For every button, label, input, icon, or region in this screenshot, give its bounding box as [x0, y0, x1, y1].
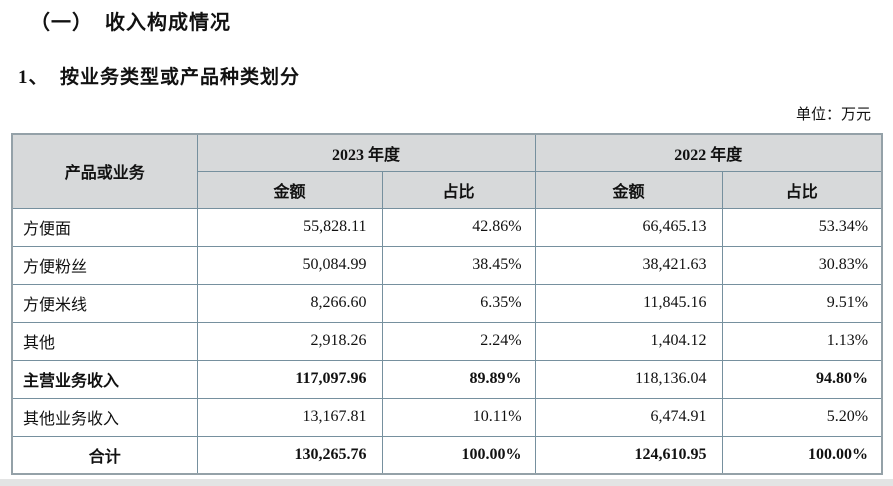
row-label: 主营业务收入 [11, 359, 198, 399]
table-row: 方便面 55,828.11 42.86% 66,465.13 53.34% [11, 207, 883, 247]
amount-2022-cell: 6,474.91 [534, 397, 723, 437]
ratio-2022-cell: 53.34% [721, 207, 883, 247]
ratio-2023-cell: 89.89% [381, 359, 536, 399]
column-header-year-2023: 2023 年度 [196, 133, 536, 172]
ratio-2022-cell: 5.20% [721, 397, 883, 437]
header-row-metrics: 金额 占比 金额 占比 [12, 170, 883, 209]
table-row: 方便米线 8,266.60 6.35% 11,845.16 9.51% [11, 283, 883, 323]
amount-2022-cell: 66,465.13 [534, 207, 723, 247]
amount-2023-cell: 130,265.76 [196, 435, 383, 475]
column-header-ratio-2022: 占比 [721, 170, 883, 209]
amount-2022-cell: 124,610.95 [534, 435, 723, 475]
section-heading: （一） 收入构成情况 [30, 12, 231, 34]
row-label: 其他业务收入 [11, 397, 198, 437]
amount-2023-cell: 55,828.11 [196, 207, 383, 247]
row-label: 方便粉丝 [11, 245, 198, 285]
column-header-year-2022: 2022 年度 [534, 133, 883, 172]
amount-2023-cell: 8,266.60 [196, 283, 383, 323]
amount-2023-cell: 13,167.81 [196, 397, 383, 437]
row-label: 方便面 [11, 207, 198, 247]
table-row-total: 合计 130,265.76 100.00% 124,610.95 100.00% [11, 435, 883, 475]
column-header-ratio-2023: 占比 [381, 170, 536, 209]
table-row: 其他 2,918.26 2.24% 1,404.12 1.13% [11, 321, 883, 361]
row-label: 其他 [11, 321, 198, 361]
row-label: 方便米线 [11, 283, 198, 323]
amount-2023-cell: 2,918.26 [196, 321, 383, 361]
amount-2022-cell: 1,404.12 [534, 321, 723, 361]
amount-2023-cell: 50,084.99 [196, 245, 383, 285]
subsection-heading: 1、 按业务类型或产品种类划分 [18, 67, 301, 88]
amount-2022-cell: 11,845.16 [534, 283, 723, 323]
ratio-2022-cell: 100.00% [721, 435, 883, 475]
header-row-years: 产品或业务 2023 年度 2022 年度 [11, 133, 883, 209]
ratio-2023-cell: 100.00% [381, 435, 536, 475]
ratio-2022-cell: 30.83% [721, 245, 883, 285]
ratio-2022-cell: 1.13% [721, 321, 883, 361]
ratio-2023-cell: 10.11% [381, 397, 536, 437]
ratio-2022-cell: 94.80% [721, 359, 883, 399]
table-row: 方便粉丝 50,084.99 38.45% 38,421.63 30.83% [11, 245, 883, 285]
amount-2022-cell: 118,136.04 [534, 359, 723, 399]
ratio-2023-cell: 42.86% [381, 207, 536, 247]
ratio-2022-cell: 9.51% [721, 283, 883, 323]
column-header-amount-2023: 金额 [196, 170, 383, 209]
page-edge-band [0, 479, 893, 486]
column-header-amount-2022: 金额 [534, 170, 723, 209]
column-header-product: 产品或业务 [11, 133, 198, 209]
ratio-2023-cell: 2.24% [381, 321, 536, 361]
revenue-composition-table: 产品或业务 2023 年度 2022 年度 金额 占比 金额 占比 方便面 55… [11, 133, 884, 475]
unit-note: 单位：万元 [795, 107, 871, 123]
amount-2023-cell: 117,097.96 [196, 359, 383, 399]
ratio-2023-cell: 6.35% [381, 283, 536, 323]
table-row-main-business: 主营业务收入 117,097.96 89.89% 118,136.04 94.8… [11, 359, 883, 399]
amount-2022-cell: 38,421.63 [534, 245, 723, 285]
row-label: 合计 [11, 435, 198, 475]
ratio-2023-cell: 38.45% [381, 245, 536, 285]
table-row-other-business: 其他业务收入 13,167.81 10.11% 6,474.91 5.20% [11, 397, 883, 437]
